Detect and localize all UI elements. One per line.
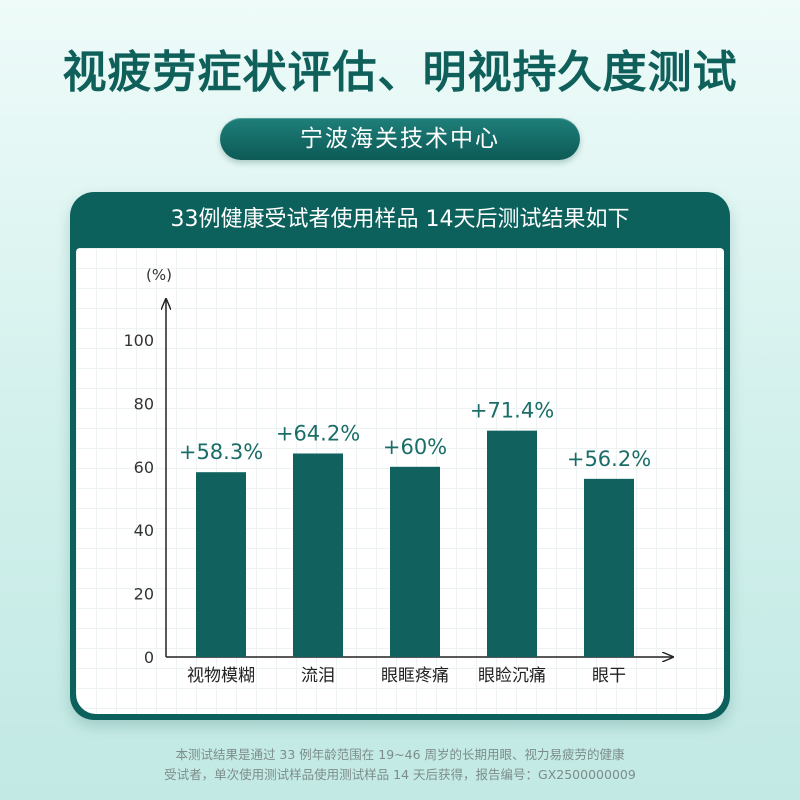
institution-badge: 宁波海关技术中心 — [220, 118, 580, 160]
y-tick-label: 40 — [134, 521, 154, 540]
x-tick-labels: 视物模糊 流泪 眼眶疼痛 眼睑沉痛 眼干 — [187, 666, 626, 686]
chart-area: (%) 0 20 40 60 80 100 +58.3% +64.2% +60% +71.4% +… — [76, 248, 724, 714]
page-title: 视疲劳症状评估、明视持久度测试 — [62, 47, 738, 98]
x-tick-label: 眼干 — [592, 666, 626, 686]
bar — [390, 466, 440, 657]
chart-panel: 33例健康受试者使用样品 14天后测试结果如下 (%) 0 20 40 60 80 100… — [70, 192, 730, 720]
x-tick-label: 流泪 — [301, 666, 335, 686]
bar-value-label: +64.2% — [276, 421, 360, 445]
bar — [487, 430, 537, 657]
bar-value-label: +56.2% — [567, 447, 651, 471]
bar — [584, 478, 634, 657]
bars — [196, 430, 634, 657]
x-tick-label: 视物模糊 — [187, 666, 255, 686]
x-tick-label: 眼睑沉痛 — [478, 666, 546, 686]
bar — [293, 453, 343, 657]
bar-value-label: +71.4% — [470, 399, 554, 423]
y-tick-label: 60 — [134, 458, 154, 477]
y-tick-label: 0 — [144, 648, 154, 667]
y-tick-labels: 0 20 40 60 80 100 — [123, 331, 154, 667]
footnote-line-1: 本测试结果是通过 33 例年龄范围在 19~46 周岁的长期用眼、视力易疲劳的健… — [175, 747, 625, 762]
bar-value-label: +58.3% — [179, 440, 263, 464]
footnote: 本测试结果是通过 33 例年龄范围在 19~46 周岁的长期用眼、视力易疲劳的健… — [0, 745, 800, 785]
y-axis-unit-label: (%) — [146, 266, 172, 284]
footnote-line-2: 受试者，单次使用测试样品使用测试样品 14 天后获得，报告编号：GX250000… — [164, 767, 636, 782]
y-tick-label: 100 — [123, 331, 154, 350]
x-tick-label: 眼眶疼痛 — [381, 666, 449, 686]
y-tick-label: 80 — [134, 394, 154, 413]
panel-header: 33例健康受试者使用样品 14天后测试结果如下 — [170, 207, 630, 232]
bar-value-label: +60% — [383, 435, 447, 459]
bar-value-labels: +58.3% +64.2% +60% +71.4% +56.2% — [179, 399, 651, 471]
y-tick-label: 20 — [134, 585, 154, 604]
bar — [196, 472, 246, 657]
